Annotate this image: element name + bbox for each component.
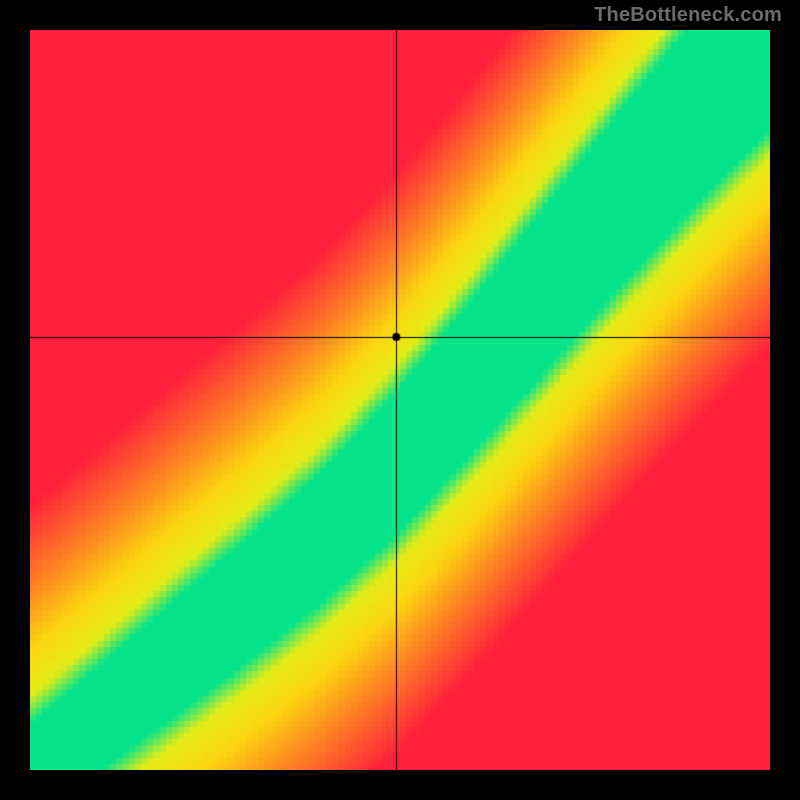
watermark-label: TheBottleneck.com [594, 4, 782, 27]
chart-container: TheBottleneck.com [0, 0, 800, 800]
bottleneck-heatmap [30, 30, 770, 770]
